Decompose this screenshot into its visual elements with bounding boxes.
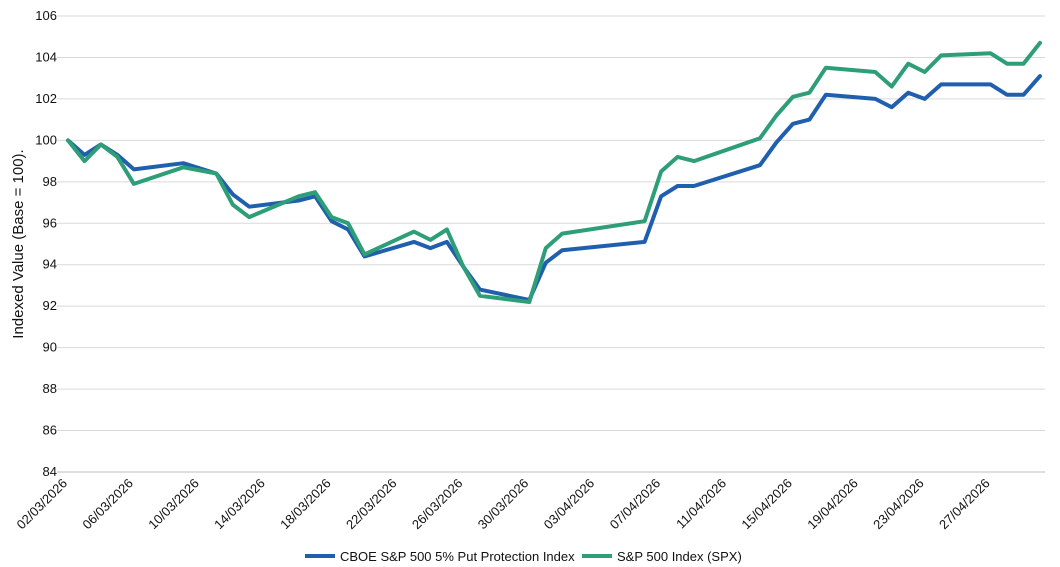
- series-lines: [66, 40, 1042, 304]
- y-tick-label: 104: [35, 49, 57, 64]
- x-tick-label: 23/04/2026: [870, 476, 927, 533]
- x-tick-label: 22/03/2026: [343, 476, 400, 533]
- x-tick-label: 14/03/2026: [211, 476, 268, 533]
- legend: CBOE S&P 500 5% Put Protection Index S&P…: [305, 549, 742, 564]
- x-tick-label: 27/04/2026: [936, 476, 993, 533]
- y-tick-label: 84: [43, 464, 57, 479]
- x-tick-label: 19/04/2026: [804, 476, 861, 533]
- y-tick-label: 96: [43, 215, 57, 230]
- x-tick-label: 26/03/2026: [409, 476, 466, 533]
- legend-label-spx: S&P 500 Index (SPX): [617, 549, 742, 564]
- series-line-put-protection: [66, 74, 1042, 302]
- x-tick-label: 02/03/2026: [13, 476, 70, 533]
- y-tick-label: 106: [35, 8, 57, 23]
- x-tick-label: 18/03/2026: [277, 476, 334, 533]
- y-tick-label: 102: [35, 91, 57, 106]
- y-axis-tick-labels: 84 86 88 90 92 94 96 98 100 102 104 106: [35, 8, 57, 479]
- x-tick-label: 15/04/2026: [738, 476, 795, 533]
- legend-swatch-spx: [582, 554, 612, 558]
- legend-label-put-protection: CBOE S&P 500 5% Put Protection Index: [340, 549, 575, 564]
- series-line-spx: [66, 40, 1042, 304]
- x-axis-tick-labels: 02/03/2026 06/03/2026 10/03/2026 14/03/2026…: [13, 476, 992, 533]
- y-tick-label: 94: [43, 257, 57, 272]
- x-tick-label: 03/04/2026: [541, 476, 598, 533]
- y-axis-label: Indexed Value (Base = 100).: [10, 149, 27, 338]
- y-tick-label: 86: [43, 423, 57, 438]
- y-tick-label: 90: [43, 340, 57, 355]
- x-tick-label: 30/03/2026: [475, 476, 532, 533]
- y-tick-label: 98: [43, 174, 57, 189]
- y-tick-label: 88: [43, 381, 57, 396]
- y-tick-label: 92: [43, 298, 57, 313]
- y-tick-label: 100: [35, 132, 57, 147]
- legend-swatch-put-protection: [305, 554, 335, 558]
- x-tick-label: 07/04/2026: [607, 476, 664, 533]
- x-tick-label: 10/03/2026: [145, 476, 202, 533]
- x-tick-label: 06/03/2026: [79, 476, 136, 533]
- horizontal-gridlines: [57, 15, 1045, 473]
- x-tick-label: 11/04/2026: [673, 476, 729, 532]
